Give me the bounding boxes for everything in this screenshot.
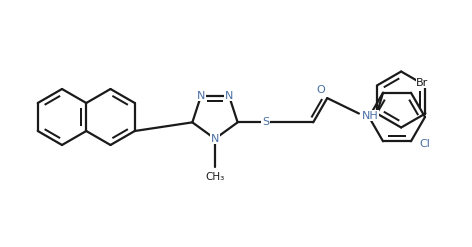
Text: O: O [317, 85, 326, 95]
Text: N: N [211, 134, 219, 144]
Text: N: N [225, 91, 233, 101]
Text: S: S [262, 117, 269, 127]
Text: Br: Br [416, 78, 428, 88]
Text: NH: NH [362, 110, 379, 121]
Text: N: N [197, 91, 205, 101]
Text: Cl: Cl [419, 139, 430, 149]
Text: CH₃: CH₃ [205, 172, 225, 182]
